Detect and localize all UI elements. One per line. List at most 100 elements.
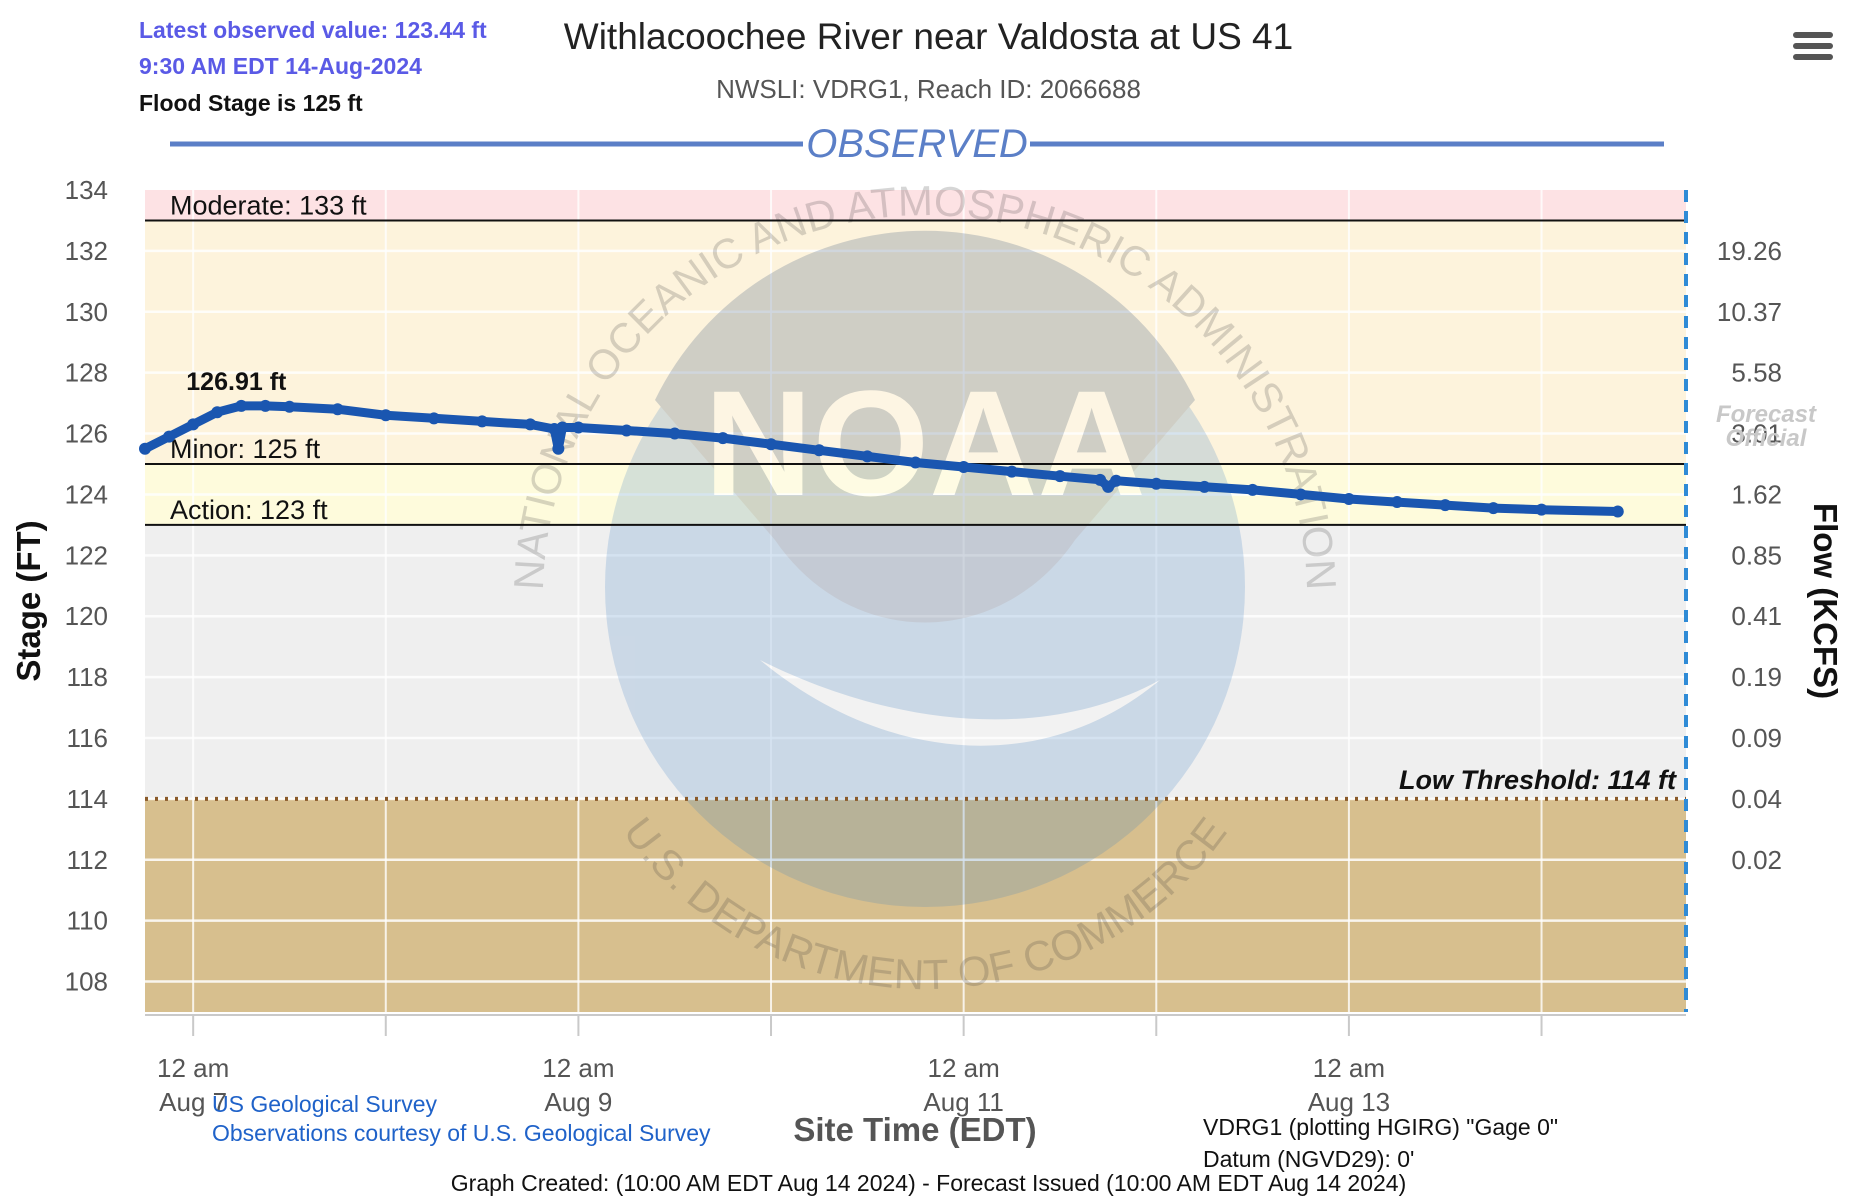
y2-axis-title: Flow (KCFS) <box>1807 503 1844 699</box>
observed-point <box>1487 502 1500 515</box>
normal-band <box>145 524 1686 799</box>
observed-point <box>716 432 729 445</box>
observed-point <box>957 461 970 474</box>
observed-point <box>427 412 440 425</box>
y2-tick-label: 10.37 <box>1717 297 1782 327</box>
observed-point <box>235 399 248 412</box>
y-tick-label: 130 <box>65 297 108 327</box>
y-tick-label: 124 <box>65 479 108 509</box>
minor-band <box>145 220 1686 464</box>
flood-stage-note: Flood Stage is 125 ft <box>139 90 363 116</box>
forecast-watermark: Forecast <box>1716 401 1817 428</box>
peak-label: 126.91 ft <box>186 368 287 396</box>
forecast-watermark: Official <box>1726 425 1808 452</box>
y2-tick-label: 0.85 <box>1731 540 1782 570</box>
y-tick-label: 118 <box>67 662 108 692</box>
y2-tick-label: 5.58 <box>1731 358 1782 388</box>
y-tick-label: 120 <box>65 601 108 631</box>
y2-tick-label: 0.09 <box>1731 723 1782 753</box>
observed-point <box>1246 483 1259 496</box>
y-tick-label: 110 <box>67 906 108 936</box>
observed-point <box>1053 470 1066 483</box>
y-tick-label: 112 <box>67 845 108 875</box>
threshold-label-moderate: Moderate: 133 ft <box>170 190 367 220</box>
observed-point <box>211 406 224 419</box>
y-tick-label: 122 <box>65 540 108 570</box>
observed-point <box>552 442 565 455</box>
observed-point <box>524 418 537 431</box>
observed-point <box>572 421 585 434</box>
observed-point <box>1342 493 1355 506</box>
x-tick-label: Aug 11 <box>923 1087 1003 1117</box>
observed-point <box>668 427 681 440</box>
observed-point <box>379 409 392 422</box>
y2-tick-label: 0.02 <box>1731 845 1782 875</box>
watermark-gull <box>760 660 1160 746</box>
observed-point <box>1198 480 1211 493</box>
latest-observed-value: Latest observed value: 123.44 ft <box>139 17 487 43</box>
observed-point <box>259 399 272 412</box>
chart-subtitle: NWSLI: VDRG1, Reach ID: 2066688 <box>716 74 1141 104</box>
y2-tick-label: 19.26 <box>1717 236 1782 266</box>
observed-point <box>139 442 151 455</box>
observed-point <box>1439 499 1452 512</box>
y-tick-label: 128 <box>65 358 108 388</box>
observed-point <box>331 403 344 416</box>
observed-point <box>909 456 922 469</box>
latest-observed-time: 9:30 AM EDT 14-Aug-2024 <box>139 53 422 79</box>
x-tick-label: 12 am <box>928 1053 1000 1083</box>
moderate-band <box>145 190 1686 221</box>
low-threshold-label: Low Threshold: 114 ft <box>1399 765 1677 795</box>
threshold-label-action: Action: 123 ft <box>170 495 328 525</box>
y2-tick-label: 1.62 <box>1731 479 1782 509</box>
y-tick-label: 116 <box>67 723 108 753</box>
observed-point <box>1094 473 1107 486</box>
y2-tick-label: 0.41 <box>1731 601 1782 631</box>
observed-point <box>1110 474 1123 487</box>
observed-point <box>1391 496 1404 509</box>
hamburger-menu-icon[interactable] <box>1793 32 1833 66</box>
x-tick-label: 12 am <box>157 1053 229 1083</box>
observed-point <box>765 438 778 451</box>
y2-tick-label: 3.01 <box>1731 419 1782 449</box>
chart-title: Withlacoochee River near Valdosta at US … <box>563 16 1294 57</box>
y2-tick-label: 0.19 <box>1731 662 1782 692</box>
threshold-label-minor: Minor: 125 ft <box>170 434 321 464</box>
x-tick-label: 12 am <box>1313 1053 1385 1083</box>
observed-point <box>476 415 489 428</box>
observed-point <box>1005 465 1018 478</box>
gage-note: VDRG1 (plotting HGIRG) "Gage 0" <box>1203 1114 1559 1140</box>
watermark-circle <box>605 267 1245 907</box>
observed-point <box>283 400 296 413</box>
observed-label: OBSERVED <box>806 122 1028 166</box>
y-tick-label: 114 <box>67 784 108 814</box>
y-tick-label: 132 <box>65 236 108 266</box>
low-band <box>145 798 1686 1012</box>
x-tick-label: Aug 7 <box>159 1087 227 1117</box>
observed-point <box>1535 503 1548 516</box>
observed-point <box>1611 505 1624 518</box>
usgs-courtesy-link[interactable]: Observations courtesy of U.S. Geological… <box>212 1120 711 1146</box>
x-tick-label: Aug 9 <box>544 1087 612 1117</box>
x-axis-title: Site Time (EDT) <box>793 1111 1036 1148</box>
observed-point <box>620 424 633 437</box>
datum-note: Datum (NGVD29): 0' <box>1203 1146 1415 1172</box>
observed-point <box>813 444 826 457</box>
y-axis-title: Stage (FT) <box>10 520 47 681</box>
x-tick-label: Aug 13 <box>1308 1087 1390 1117</box>
observed-point <box>1150 477 1163 490</box>
observed-point <box>556 421 569 434</box>
y2-tick-label: 0.04 <box>1731 784 1782 814</box>
observed-point <box>1294 488 1307 501</box>
y-tick-label: 134 <box>65 175 108 205</box>
usgs-link[interactable]: US Geological Survey <box>212 1091 437 1117</box>
observed-point <box>163 430 176 443</box>
y-tick-label: 126 <box>65 419 108 449</box>
graph-created-note: Graph Created: (10:00 AM EDT Aug 14 2024… <box>450 1170 1407 1196</box>
x-tick-label: 12 am <box>542 1053 614 1083</box>
observed-point <box>187 418 200 431</box>
y-tick-label: 108 <box>65 967 108 997</box>
observed-point <box>861 450 874 463</box>
